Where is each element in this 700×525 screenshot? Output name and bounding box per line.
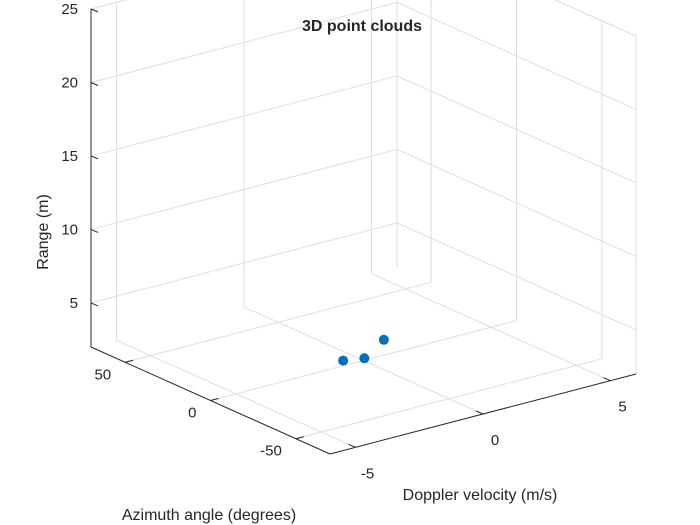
z-tick-mark [90, 155, 99, 160]
grid-line [90, 222, 398, 304]
x-tick-label: 5 [618, 399, 626, 416]
y-tick-mark [210, 398, 219, 401]
z-axis-label: Range (m) [35, 194, 52, 270]
grid-lines [90, 0, 637, 448]
data-point [338, 355, 349, 366]
data-point [378, 334, 389, 345]
z-tick-mark [90, 82, 99, 86]
grid-line [90, 148, 398, 230]
axes [90, 8, 637, 455]
z-tick-label: 15 [61, 148, 78, 165]
data-points [338, 334, 389, 366]
grid-line [90, 75, 398, 157]
y-tick-mark [295, 436, 304, 440]
z-tick-label: 10 [61, 221, 78, 238]
grid-line [125, 281, 432, 363]
y-tick-label: -50 [260, 443, 282, 460]
grid-line [396, 222, 637, 331]
grid-line [396, 2, 637, 110]
z-tick-mark [90, 302, 99, 307]
x-tick-mark [348, 443, 356, 448]
x-axis-label: Doppler velocity (m/s) [403, 487, 558, 504]
y-tick-label: 50 [94, 366, 111, 383]
x-tick-mark [475, 410, 484, 415]
y-tick-label: 0 [188, 405, 196, 422]
z-tick-label: 5 [70, 295, 78, 312]
data-point [359, 353, 370, 364]
z-tick-mark [90, 8, 99, 13]
grid-line [396, 75, 637, 184]
y-axis-label: Azimuth angle (degrees) [122, 507, 296, 524]
y-tick-mark [125, 359, 134, 363]
z-tick-mark [90, 228, 99, 233]
x-tick-label: 0 [491, 432, 499, 449]
z-tick-label: 20 [61, 74, 78, 91]
grid-line [396, 148, 637, 257]
box-edge [554, 0, 637, 37]
grid-line [295, 358, 602, 440]
x-tick-mark [603, 377, 611, 382]
z-tick-label: 25 [61, 1, 78, 18]
chart-title: 3D point clouds [302, 18, 422, 35]
grid-line [90, 1, 398, 83]
x-tick-label: -5 [361, 465, 374, 482]
